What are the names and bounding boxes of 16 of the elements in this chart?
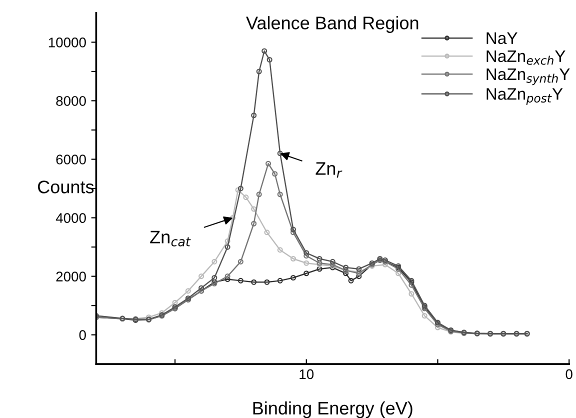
x-tick-label: 10 — [300, 369, 314, 380]
chart-title: Valence Band Region — [246, 16, 418, 33]
legend-label: NaZn$_{post}$Y — [486, 88, 563, 105]
annotation: Zn$_{cat}$ — [150, 230, 191, 246]
legend-label: NaZn$_{exch}$Y — [486, 50, 566, 65]
annotation: Zn$_{r}$ — [316, 162, 342, 178]
y-tick-label: 6000 — [56, 154, 86, 164]
legend-label: NaZn$_{synth}$Y — [486, 68, 570, 86]
x-axis-title: Binding Energy (eV) — [253, 401, 412, 418]
y-tick-label: 10000 — [48, 38, 86, 48]
y-tick-label: 0 — [79, 330, 86, 340]
y-tick-label: 4000 — [56, 213, 86, 223]
y-tick-label: 8000 — [56, 96, 86, 106]
y-tick-label: 2000 — [56, 272, 86, 282]
legend-label: NaY — [486, 32, 518, 44]
y-axis-title: Counts — [38, 180, 94, 194]
